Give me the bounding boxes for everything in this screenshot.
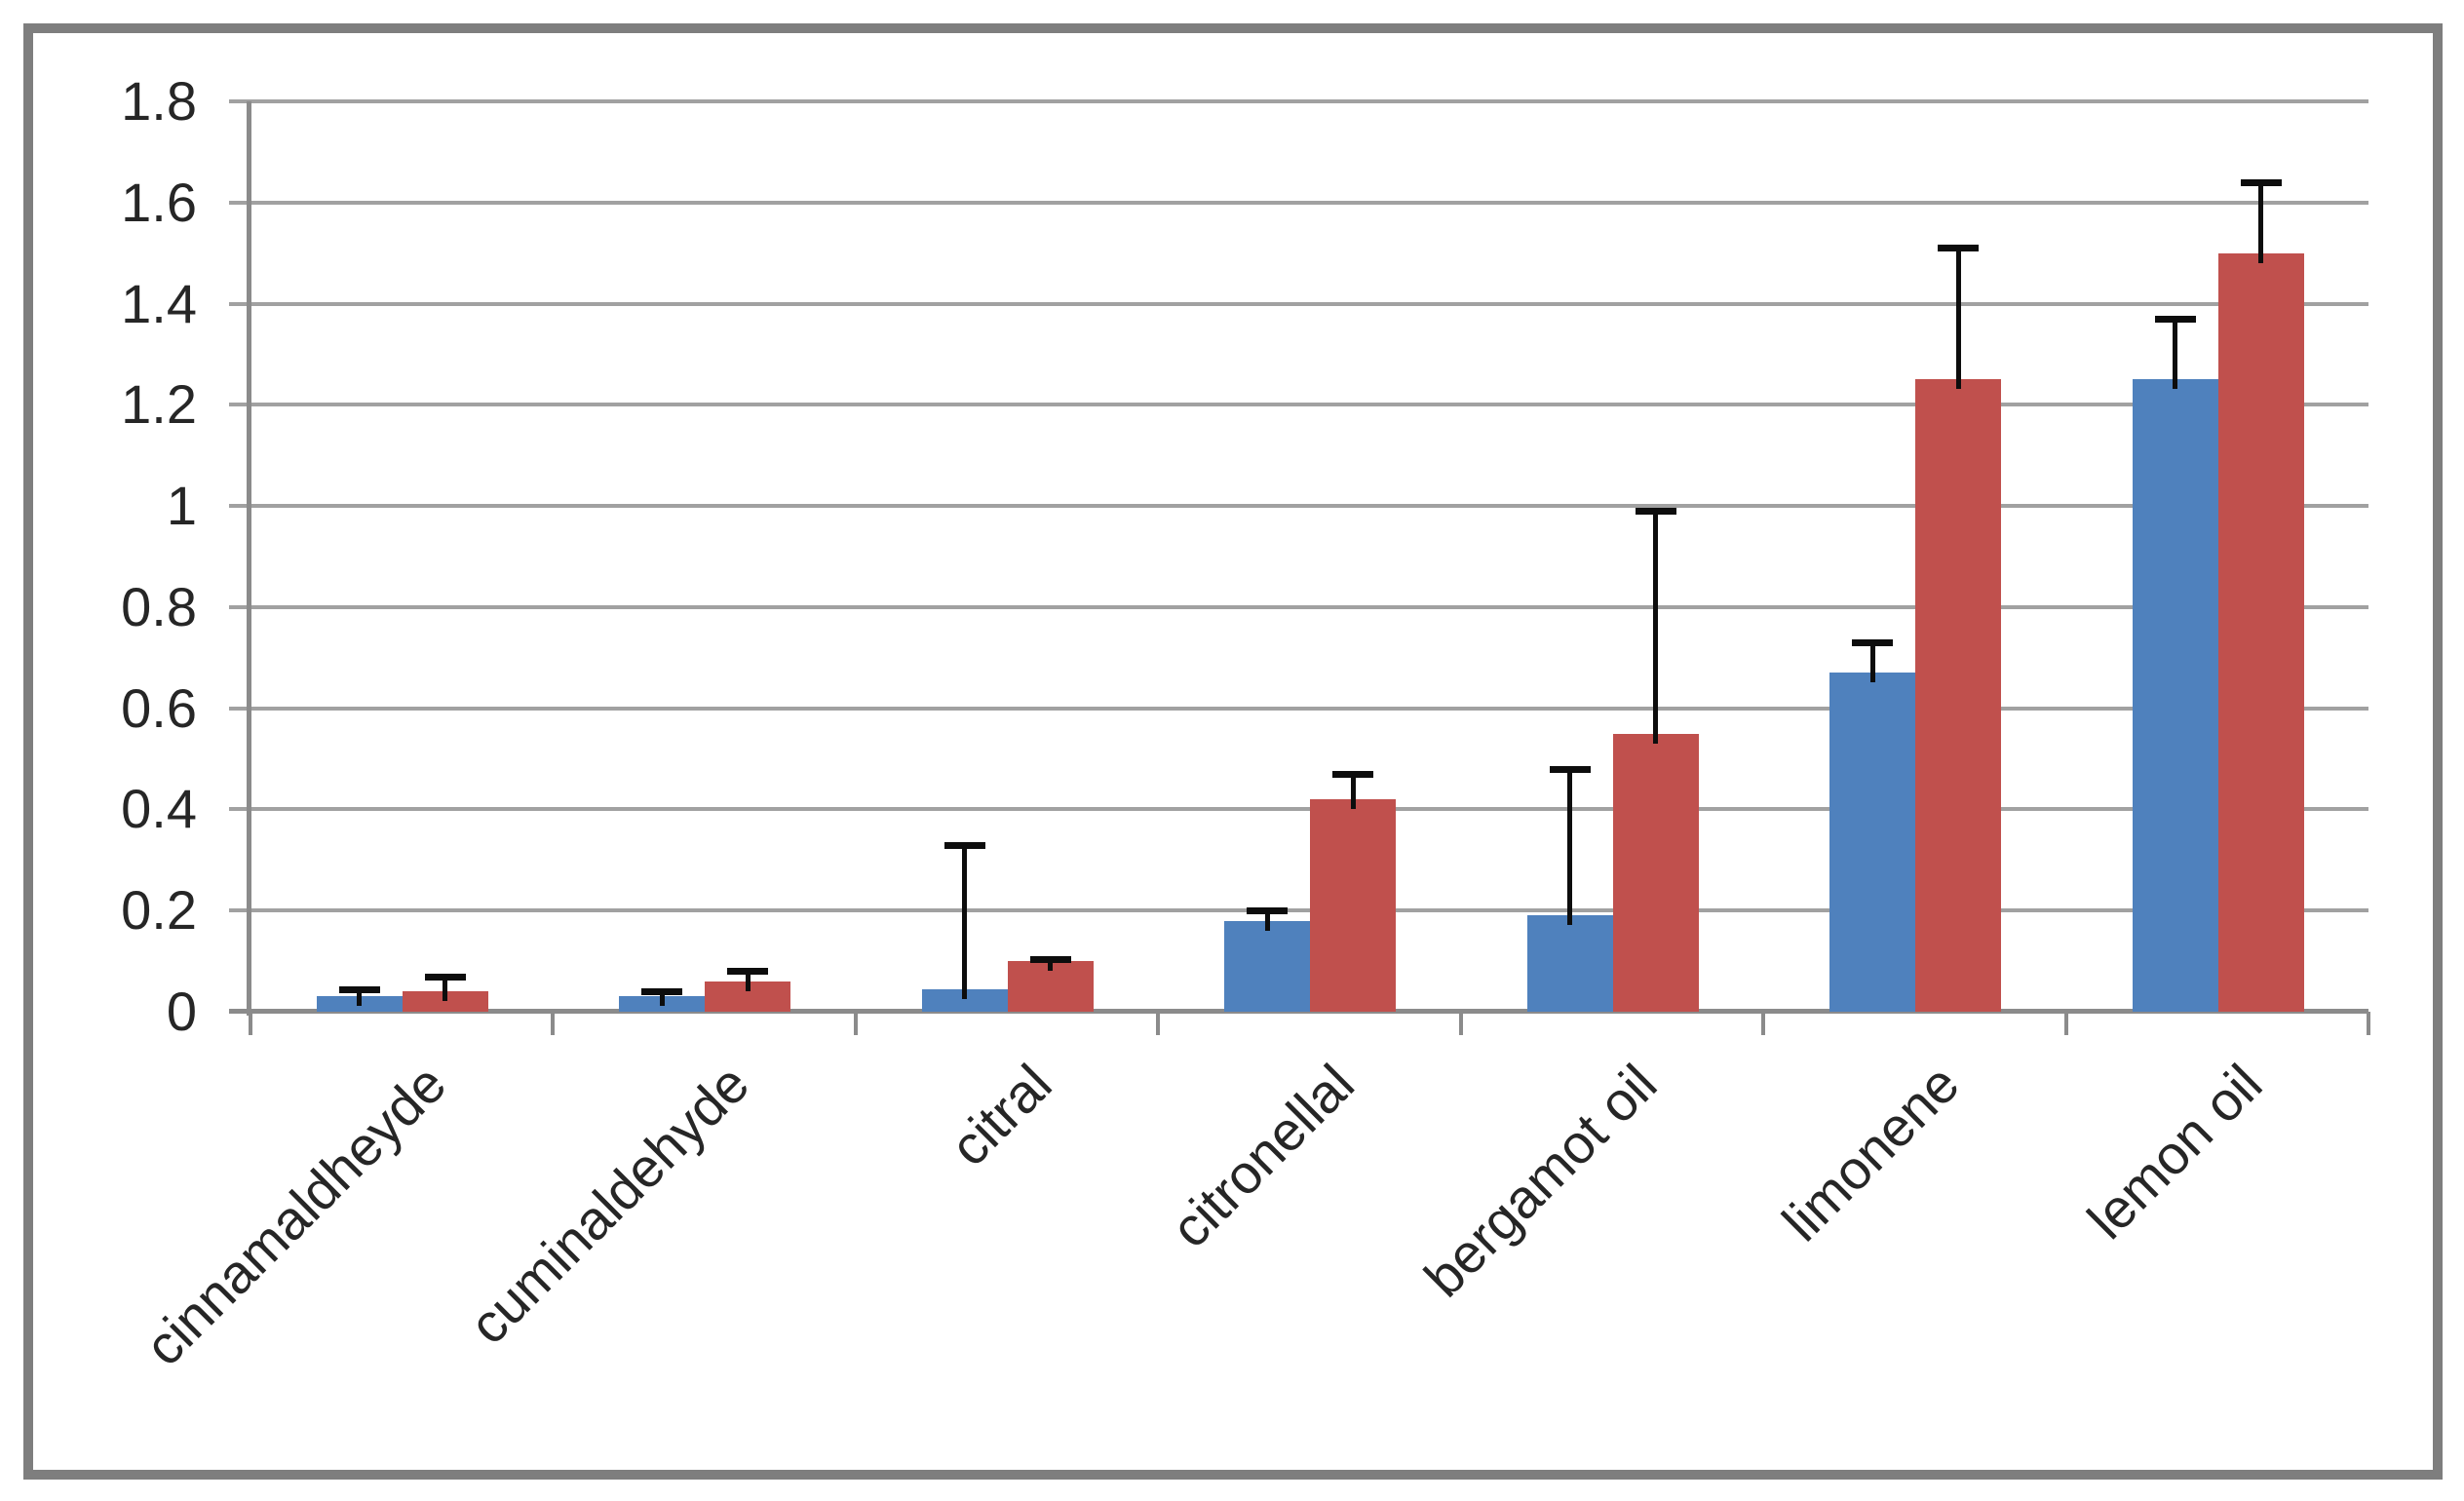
gridline-1.8 xyxy=(229,99,2368,103)
error-bar-cap-red-lemon-oil xyxy=(2240,179,2282,187)
gridline-1.2 xyxy=(229,403,2368,407)
bar-blue-bergamot-oil xyxy=(1526,915,1613,1012)
x-axis-tick xyxy=(1458,1012,1463,1035)
x-axis-tick xyxy=(1156,1012,1161,1035)
x-category-label-lemon-oil: lemon oil xyxy=(2075,1052,2274,1251)
y-tick-label-1.6: 1.6 xyxy=(121,171,197,233)
error-bar-stem-blue-lemon-oil xyxy=(2173,319,2178,390)
x-axis-tick xyxy=(2063,1012,2068,1035)
error-bar-cap-red-limonene xyxy=(1938,245,1980,252)
error-bar-cap-red-cuminaldehyde xyxy=(727,968,769,976)
error-bar-stem-blue-citronellal xyxy=(1264,910,1270,931)
error-bar-stem-blue-cuminaldehyde xyxy=(659,991,665,1007)
y-tick-label-1.4: 1.4 xyxy=(121,272,197,334)
bar-red-citronellal xyxy=(1310,799,1397,1012)
y-tick-label-0.4: 0.4 xyxy=(121,778,197,840)
x-category-label-bergamot-oil: bergamot oil xyxy=(1411,1052,1669,1309)
bar-blue-limonene xyxy=(1829,673,1916,1012)
error-bar-stem-blue-limonene xyxy=(1869,642,1875,683)
error-bar-cap-blue-citral xyxy=(943,841,985,849)
x-axis-tick xyxy=(2367,1012,2370,1035)
gridline-1.4 xyxy=(229,301,2368,306)
x-category-label-citronellal: citronellal xyxy=(1159,1052,1366,1259)
y-tick-label-0: 0 xyxy=(166,981,197,1042)
y-axis-tick-labels: 0 0.2 0.4 0.6 0.8 1 1.2 1.4 1.6 1.8 xyxy=(0,0,207,1501)
x-axis-tick xyxy=(249,1012,252,1035)
y-axis-line xyxy=(247,101,251,1016)
gridline-0.6 xyxy=(229,706,2368,711)
plot-area xyxy=(229,99,2370,1035)
error-bar-stem-red-lemon-oil xyxy=(2258,182,2264,263)
error-bar-cap-red-bergamot-oil xyxy=(1635,508,1676,516)
error-bar-stem-blue-bergamot-oil xyxy=(1567,768,1573,926)
gridline-0.2 xyxy=(229,908,2368,913)
gridline-0.4 xyxy=(229,807,2368,812)
error-bar-stem-red-bergamot-oil xyxy=(1653,511,1659,744)
error-bar-cap-blue-limonene xyxy=(1852,639,1894,647)
error-bar-cap-blue-cinnamaldheyde xyxy=(338,985,380,993)
error-bar-stem-red-cuminaldehyde xyxy=(745,971,751,991)
error-bar-stem-red-citral xyxy=(1048,958,1054,972)
error-bar-cap-blue-citronellal xyxy=(1247,907,1289,915)
y-tick-label-0.2: 0.2 xyxy=(121,879,197,942)
x-axis-tick xyxy=(551,1012,556,1035)
error-bar-cap-red-citronellal xyxy=(1332,771,1374,779)
error-bar-stem-blue-cinnamaldheyde xyxy=(357,988,363,1007)
error-bar-cap-blue-bergamot-oil xyxy=(1549,765,1591,773)
error-bar-stem-blue-citral xyxy=(962,844,968,999)
error-bar-cap-red-citral xyxy=(1029,955,1071,963)
bar-red-bergamot-oil xyxy=(1612,733,1699,1012)
y-tick-label-0.6: 0.6 xyxy=(121,676,197,739)
x-axis-tick xyxy=(1761,1012,1766,1035)
error-bar-stem-red-cinnamaldheyde xyxy=(443,976,448,1002)
gridline-1.0 xyxy=(229,504,2368,509)
y-tick-label-1.2: 1.2 xyxy=(121,373,197,436)
error-bar-cap-red-cinnamaldheyde xyxy=(424,973,466,981)
gridline-0.8 xyxy=(229,604,2368,609)
bar-red-limonene xyxy=(1915,379,2002,1012)
bar-blue-citral xyxy=(921,988,1008,1012)
error-bar-cap-blue-cuminaldehyde xyxy=(641,988,683,996)
error-bar-stem-red-limonene xyxy=(1955,248,1961,390)
x-category-label-limonene: limonene xyxy=(1770,1052,1971,1253)
x-axis-tick xyxy=(853,1012,858,1035)
x-category-label-cinnamaldheyde: cinnamaldheyde xyxy=(133,1052,458,1377)
chart-frame xyxy=(23,23,2443,1480)
error-bar-stem-red-citronellal xyxy=(1350,774,1356,810)
error-bar-cap-blue-lemon-oil xyxy=(2154,316,2196,324)
gridline-1.6 xyxy=(229,200,2368,205)
y-tick-label-0.8: 0.8 xyxy=(121,575,197,637)
bar-blue-citronellal xyxy=(1224,920,1311,1012)
x-category-label-citral: citral xyxy=(938,1052,1063,1178)
y-tick-label-1.8: 1.8 xyxy=(121,70,197,132)
x-category-label-cuminaldehyde: cuminaldehyde xyxy=(457,1052,761,1356)
bar-red-lemon-oil xyxy=(2217,252,2304,1012)
y-tick-label-1: 1 xyxy=(166,475,197,537)
bar-red-cinnamaldheyde xyxy=(402,991,488,1012)
bar-blue-lemon-oil xyxy=(2132,379,2218,1012)
